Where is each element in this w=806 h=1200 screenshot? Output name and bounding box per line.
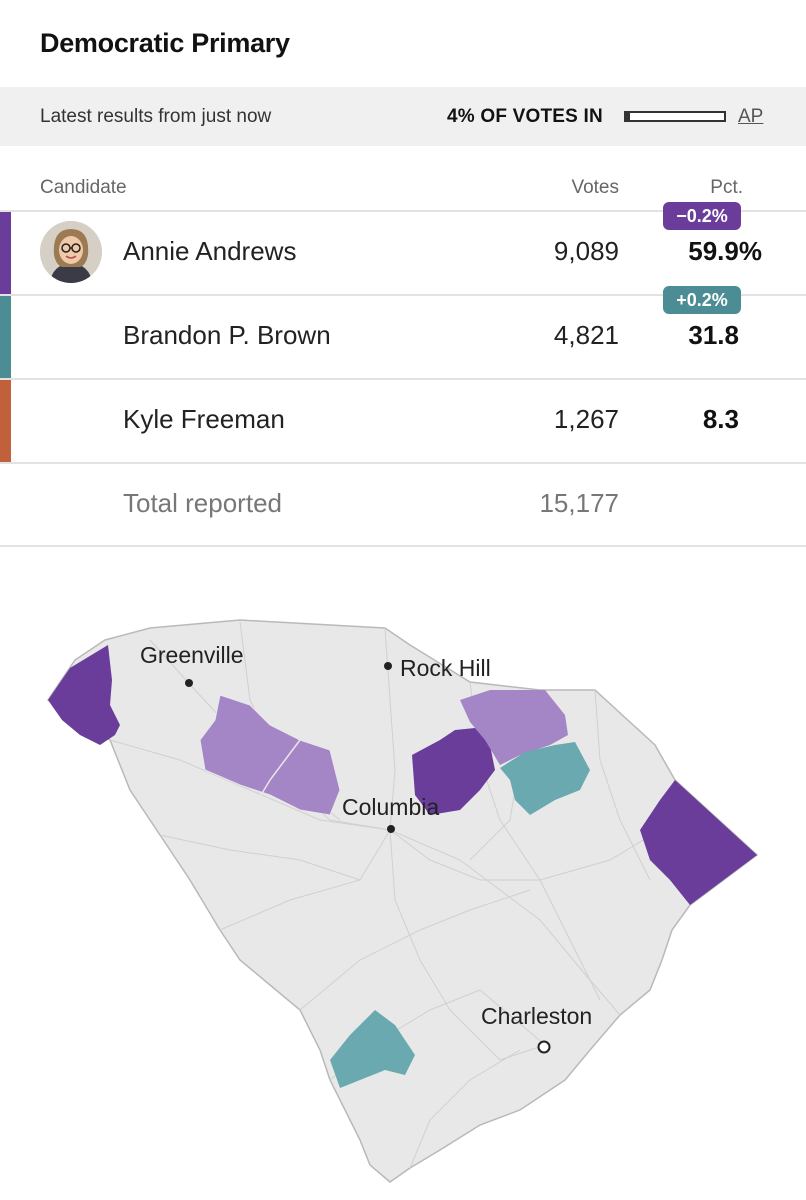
candidate-row: Kyle Freeman 1,267 8.3 xyxy=(0,380,806,462)
county-border xyxy=(254,739,301,806)
county-andrews-strong xyxy=(412,728,495,815)
city-label-greenville: Greenville xyxy=(140,642,244,668)
divider xyxy=(0,294,806,296)
divider xyxy=(0,462,806,464)
city-label-rock-hill: Rock Hill xyxy=(400,655,491,681)
total-reported-votes: 15,177 xyxy=(539,488,619,518)
candidate-votes: 9,089 xyxy=(553,236,619,266)
divider xyxy=(0,378,806,380)
page-title: Democratic Primary xyxy=(40,28,290,58)
city-dot-rock-hill xyxy=(384,662,392,670)
pct-change-badge: −0.2% xyxy=(663,202,741,230)
candidate-color-swatch xyxy=(0,212,11,294)
candidate-name: Kyle Freeman xyxy=(123,404,285,434)
candidate-pct: 8.3 xyxy=(702,404,739,434)
candidate-votes: 4,821 xyxy=(553,320,619,350)
reporting-progress-fill xyxy=(626,113,630,120)
column-header-candidate: Candidate xyxy=(40,177,127,198)
candidate-pct: 31.8 xyxy=(688,320,739,350)
candidate-row: Brandon P. Brown 4,821 31.8 xyxy=(0,296,806,378)
candidate-pct: 59.9% xyxy=(688,236,762,266)
county-brown-lead xyxy=(330,1010,415,1088)
county-andrews-lead xyxy=(460,690,568,765)
column-header-votes: Votes xyxy=(571,177,619,198)
total-reported-label: Total reported xyxy=(123,488,282,518)
candidate-name: Brandon P. Brown xyxy=(123,320,331,350)
candidate-color-swatch xyxy=(0,296,11,378)
reporting-progress-bar xyxy=(624,111,726,122)
results-map: Greenville Rock Hill Columbia Charleston xyxy=(46,619,759,1183)
county-andrews-strong xyxy=(48,645,120,745)
divider xyxy=(0,545,806,547)
city-dot-columbia xyxy=(387,825,395,833)
candidate-row: Annie Andrews 9,089 59.9% xyxy=(0,212,806,294)
county-andrews-lead xyxy=(199,694,341,816)
county-andrews-strong xyxy=(640,780,757,905)
state-outline xyxy=(46,619,759,1183)
city-markers: Greenville Rock Hill Columbia Charleston xyxy=(140,642,592,1054)
county-brown-lead xyxy=(500,742,590,815)
candidate-color-swatch xyxy=(0,380,11,462)
last-updated-text: Latest results from just now xyxy=(40,106,272,127)
pct-change-badge: +0.2% xyxy=(663,286,741,314)
city-dot-charleston xyxy=(537,1040,551,1054)
county-results xyxy=(48,645,757,1088)
candidate-avatar xyxy=(40,221,102,283)
candidate-votes: 1,267 xyxy=(553,404,619,434)
divider xyxy=(0,210,806,212)
city-label-columbia: Columbia xyxy=(342,794,439,820)
source-link-ap[interactable]: AP xyxy=(738,106,764,127)
city-label-charleston: Charleston xyxy=(481,1003,592,1029)
candidate-name: Annie Andrews xyxy=(123,236,297,266)
votes-in-label: 4% OF VOTES IN xyxy=(447,106,603,127)
state-shape xyxy=(46,619,759,1183)
column-header-pct: Pct. xyxy=(710,177,743,198)
city-dot-greenville xyxy=(185,679,193,687)
